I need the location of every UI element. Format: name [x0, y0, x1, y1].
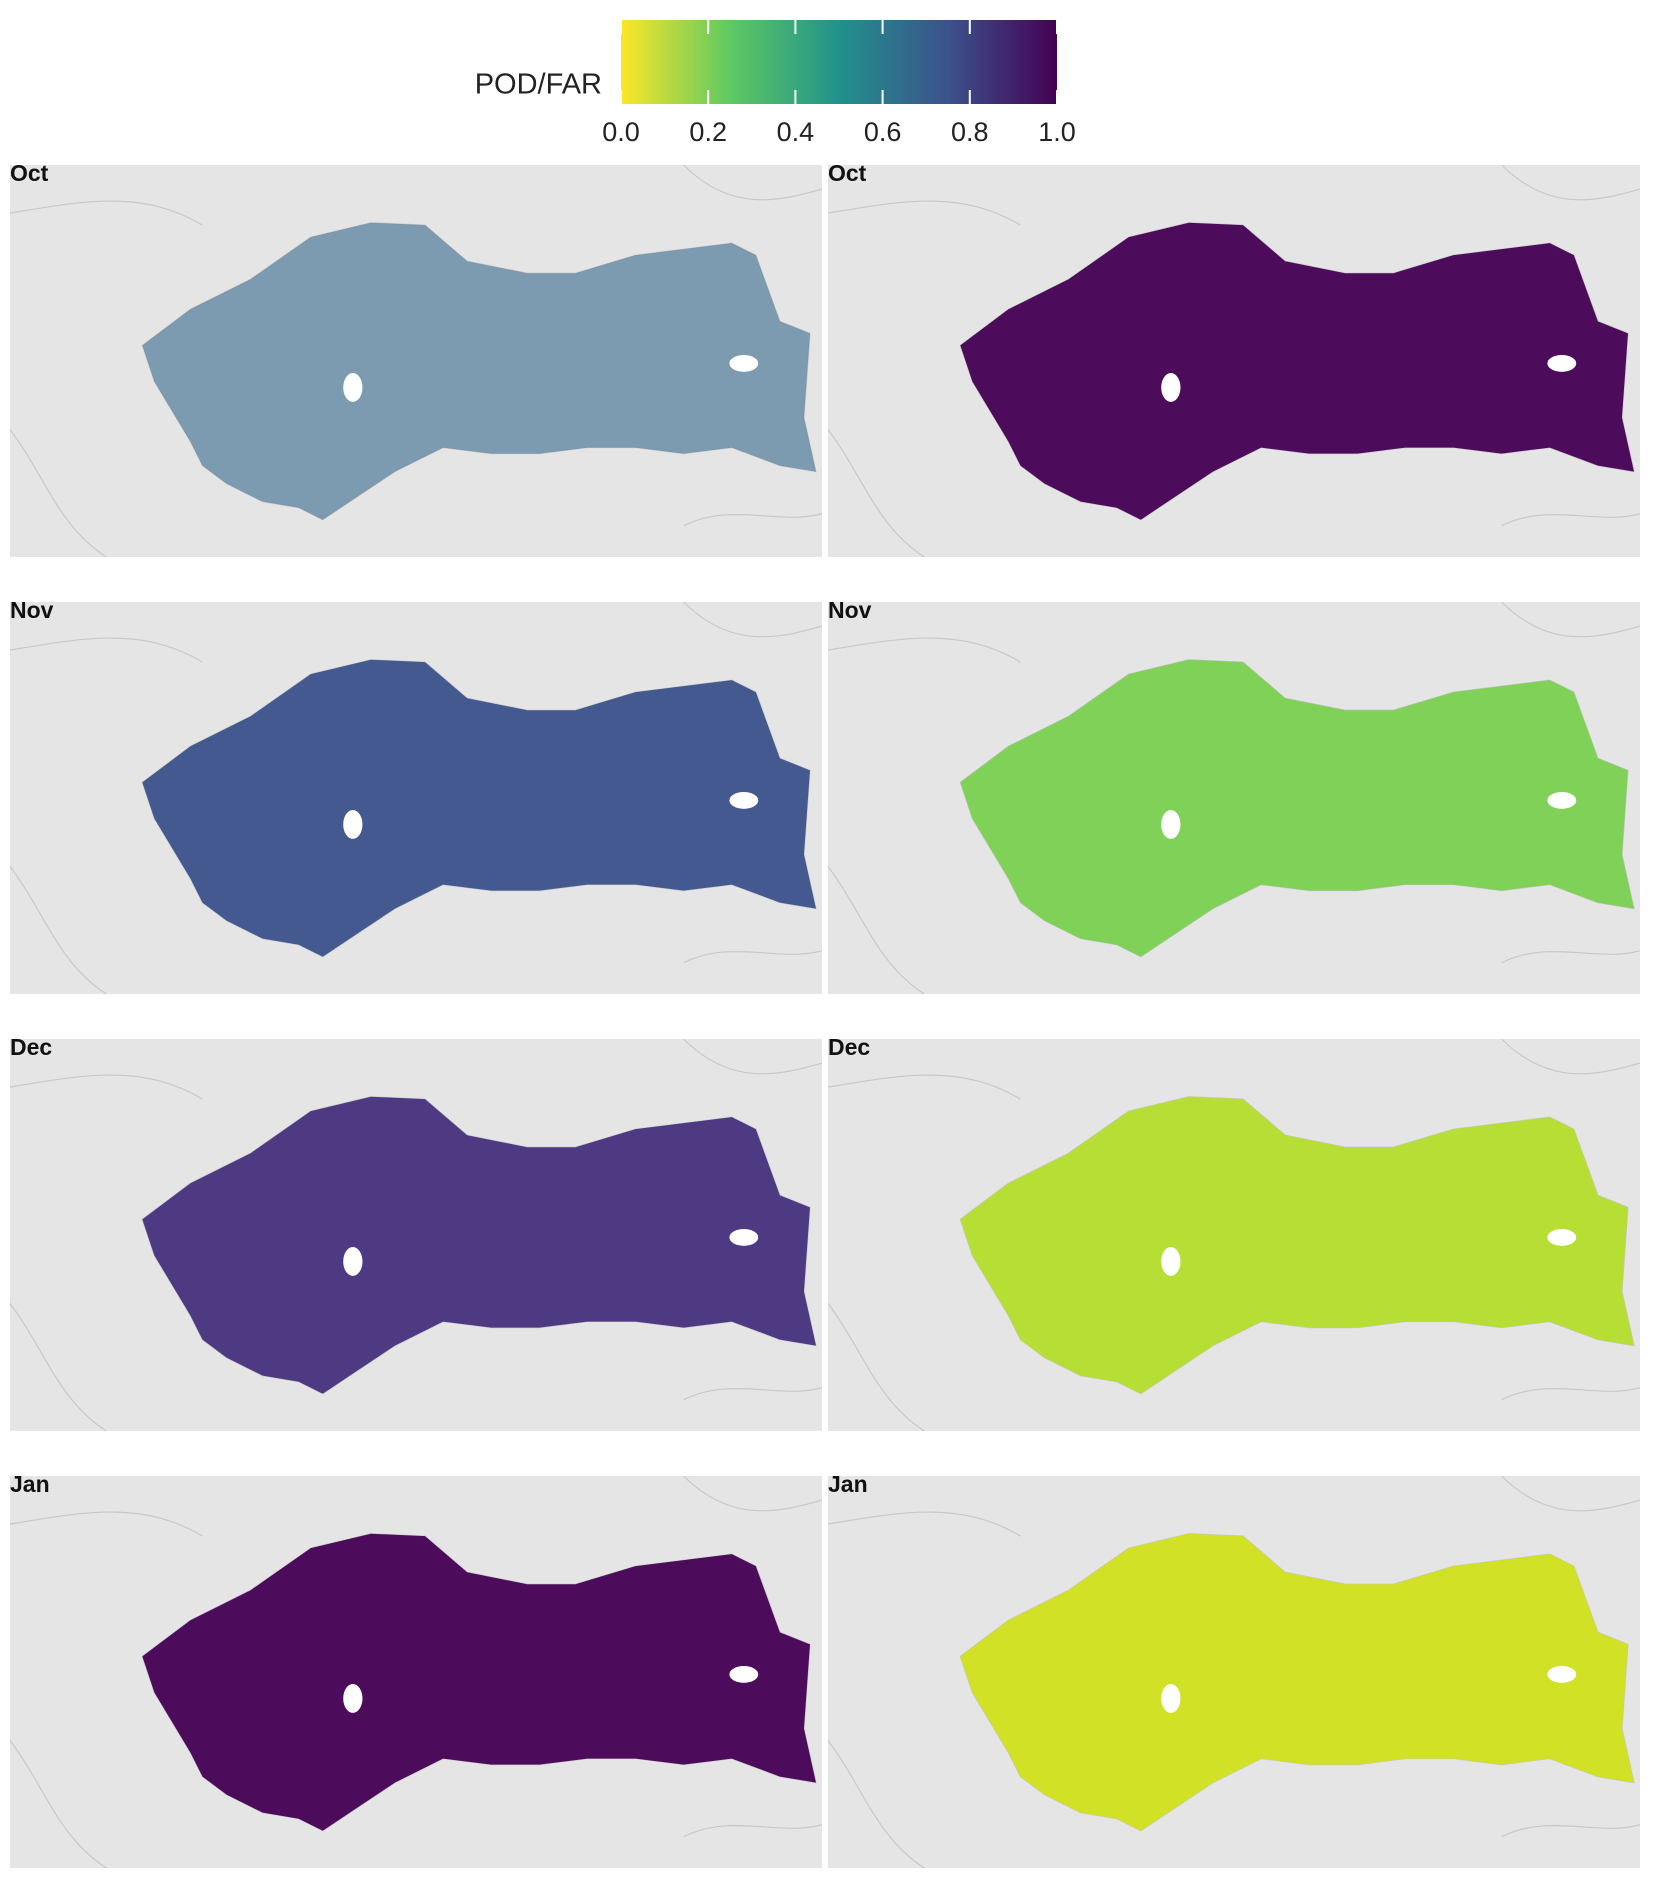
map: [9, 1038, 823, 1432]
panel-label: Dec: [828, 1034, 870, 1060]
lake: [729, 354, 759, 372]
coastline: [827, 1038, 1641, 1432]
lake: [1161, 810, 1181, 839]
map: [827, 164, 1641, 558]
map: [9, 164, 823, 558]
map-panel: Oct: [827, 160, 1641, 558]
score-area: [960, 222, 1634, 520]
map-panel: Jan: [827, 1471, 1641, 1869]
map-panel: Nov: [827, 597, 1641, 995]
panel-label: Jan: [828, 1471, 868, 1497]
lake: [343, 1684, 363, 1713]
lake: [1547, 1665, 1577, 1683]
map-panel: Nov: [9, 597, 823, 995]
coastline: [9, 1038, 823, 1432]
score-area: [960, 1533, 1634, 1831]
panel-label: Dec: [10, 1034, 52, 1060]
map-panel: Dec: [827, 1034, 1641, 1432]
legend-tick-label: 0.4: [777, 117, 815, 147]
lake: [343, 373, 363, 402]
legend-title: POD/FAR: [475, 69, 602, 101]
map: [9, 1475, 823, 1869]
coastline: [9, 1475, 823, 1869]
lake: [729, 1228, 759, 1246]
score-area: [960, 1096, 1634, 1394]
panel-label: Oct: [828, 160, 867, 186]
score-area: [142, 1533, 816, 1831]
score-area: [142, 659, 816, 957]
map: [827, 1475, 1641, 1869]
legend-tick-label: 0.8: [951, 117, 989, 147]
lake: [1161, 1247, 1181, 1276]
panel-label: Oct: [10, 160, 49, 186]
score-area: [142, 222, 816, 520]
lake: [343, 1247, 363, 1276]
coastline: [9, 601, 823, 995]
legend-tick-label: 0.6: [864, 117, 902, 147]
map: [827, 1038, 1641, 1432]
lake: [1547, 354, 1577, 372]
lake: [1547, 791, 1577, 809]
legend-tick-label: 1.0: [1038, 117, 1076, 147]
coastline: [827, 601, 1641, 995]
lake: [343, 810, 363, 839]
map-panel: Dec: [9, 1034, 823, 1432]
score-area: [960, 659, 1634, 957]
coastline: [827, 164, 1641, 558]
lake: [729, 1665, 759, 1683]
lake: [1547, 1228, 1577, 1246]
panel-label: Nov: [10, 597, 54, 623]
coastline: [827, 1475, 1641, 1869]
score-area: [142, 1096, 816, 1394]
colorbar: [621, 20, 1057, 104]
map-panel: Jan: [9, 1471, 823, 1869]
lake: [1161, 373, 1181, 402]
lake: [729, 791, 759, 809]
map: [827, 601, 1641, 995]
legend-tick-label: 0.2: [689, 117, 727, 147]
panel-label: Nov: [828, 597, 872, 623]
map: [9, 601, 823, 995]
panel-label: Jan: [10, 1471, 50, 1497]
map-panel: Oct: [9, 160, 823, 558]
lake: [1161, 1684, 1181, 1713]
coastline: [9, 164, 823, 558]
legend-tick-label: 0.0: [602, 117, 640, 147]
